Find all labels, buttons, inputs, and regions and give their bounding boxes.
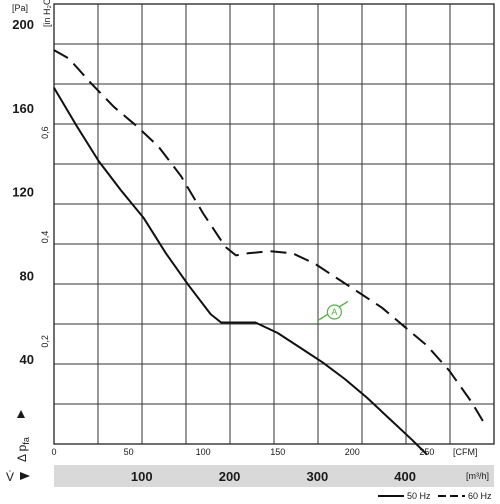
pa-unit-label: [Pa]: [12, 3, 28, 13]
y-tick-inh2o-label: 0,2: [40, 335, 50, 348]
y-tick-pa-label: 200: [12, 17, 34, 32]
m3h-axis-band: [54, 465, 494, 487]
legend-50hz-label: 50 Hz: [407, 491, 431, 501]
y-axis-label-group: Δ pfa: [15, 410, 31, 462]
x-tick-cfm-label: 250: [419, 447, 434, 457]
y-axis-label-main: Δ p: [15, 444, 29, 462]
x-tick-cfm-label: 200: [345, 447, 360, 457]
plot-frame: [53, 3, 495, 445]
legend-60hz-label: 60 Hz: [468, 491, 492, 501]
y-tick-pa-label: 80: [20, 268, 34, 283]
m3h-unit-label: [m³/h]: [466, 471, 489, 481]
series-group: [53, 49, 488, 456]
legend: 50 Hz 60 Hz: [378, 491, 492, 501]
x-tick-m3h-label: 100: [131, 469, 153, 484]
cfm-unit-label: [CFM]: [453, 447, 478, 457]
x-tick-cfm-label: 0: [51, 447, 56, 457]
x-tick-m3h-label: 400: [394, 469, 416, 484]
tick-labels: 200 160 120 80 40 0,6 0,4 0,2 0 50 100 150 200 250 100…: [12, 17, 434, 484]
y-axis-label-sub: fa: [21, 437, 31, 445]
x-tick-cfm-label: 150: [270, 447, 285, 457]
x-tick-cfm-label: 100: [196, 447, 211, 457]
operating-point-label: A: [331, 307, 337, 317]
y-axis-label: Δ pfa: [15, 437, 31, 462]
y-tick-inh2o-label: 0,4: [40, 231, 50, 244]
x-axis-arrow: [20, 472, 30, 480]
y-axis-arrow: [17, 410, 25, 418]
x-tick-m3h-label: 200: [219, 469, 241, 484]
operating-point-marker: [326, 304, 343, 320]
y-tick-pa-label: 160: [12, 101, 34, 116]
x-axis-label: V̇: [6, 470, 14, 484]
grid: [54, 4, 494, 444]
series-50hz-line: [53, 87, 428, 456]
y-tick-pa-label: 40: [20, 352, 34, 367]
x-tick-m3h-label: 300: [307, 469, 329, 484]
y-tick-inh2o-label: 0,6: [40, 126, 50, 139]
x-tick-cfm-label: 50: [124, 447, 134, 457]
operating-point-group: A: [317, 300, 349, 321]
series-60hz-line: [53, 49, 488, 428]
y-tick-pa-label: 120: [12, 185, 34, 200]
inh2o-unit-label: [in H₂O]: [42, 0, 52, 27]
